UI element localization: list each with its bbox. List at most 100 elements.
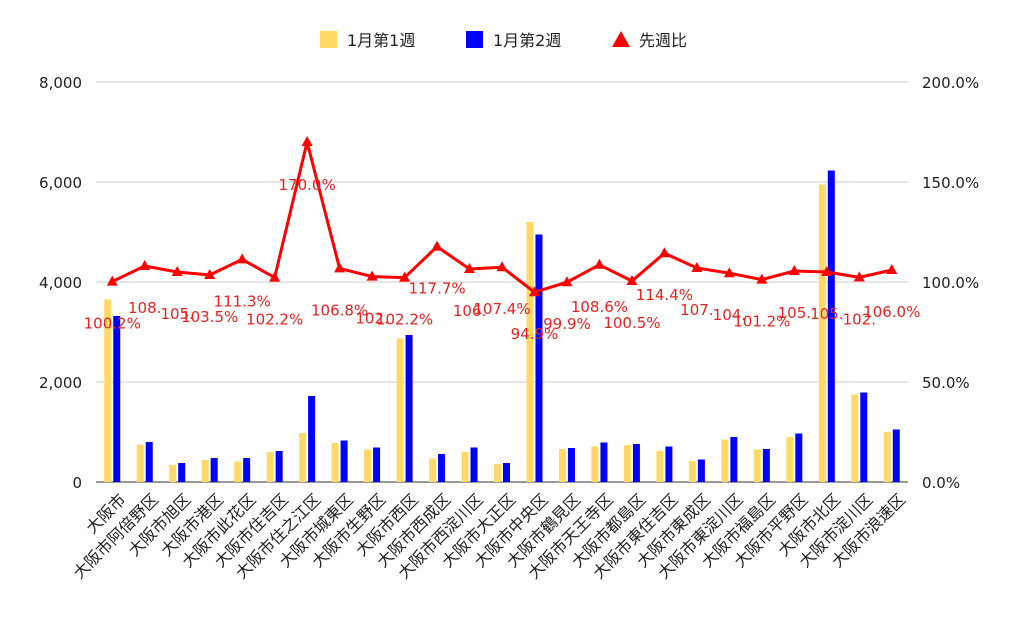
legend-marker bbox=[612, 31, 630, 47]
ratio-data-label: 103.5% bbox=[181, 308, 238, 326]
bar-week2 bbox=[697, 459, 705, 482]
ratio-data-label: 102. bbox=[843, 310, 876, 328]
ratio-marker bbox=[236, 253, 248, 264]
bar-week1 bbox=[266, 452, 274, 482]
bar-week2 bbox=[308, 396, 316, 482]
ratio-marker bbox=[204, 269, 216, 279]
bar-week2 bbox=[373, 447, 381, 482]
bar-week2 bbox=[503, 463, 510, 482]
bar-week2 bbox=[762, 449, 770, 482]
bar-week2 bbox=[275, 451, 283, 482]
gridlines bbox=[96, 81, 908, 483]
y-left-tick: 4,000 bbox=[39, 274, 82, 292]
bar-week2 bbox=[827, 170, 835, 482]
ratio-marker bbox=[301, 136, 313, 146]
ratio-marker bbox=[593, 258, 605, 269]
bar-week1 bbox=[461, 452, 469, 482]
bar-week2 bbox=[113, 316, 121, 482]
left-axis-ticks: 0 2,000 4,000 6,000 8,000 bbox=[39, 74, 82, 492]
bar-week2 bbox=[665, 446, 673, 482]
ratio-data-label: 102.2% bbox=[376, 311, 433, 329]
ratio-marker bbox=[821, 266, 833, 276]
legend: 1月第1週 1月第2週 先週比 bbox=[320, 31, 687, 50]
bar-week1 bbox=[851, 394, 859, 482]
bar-week1 bbox=[883, 432, 891, 482]
bar-week1 bbox=[104, 299, 112, 482]
ratio-data-label: 105. bbox=[778, 304, 811, 322]
ratio-data-label: 106.8% bbox=[311, 301, 368, 319]
bar-week2 bbox=[892, 429, 900, 482]
ratio-marker bbox=[496, 261, 508, 272]
bar-week2 bbox=[405, 335, 413, 482]
ratio-data-label: 114.4% bbox=[636, 286, 693, 304]
y-right-tick: 0.0% bbox=[922, 474, 960, 492]
ratio-marker bbox=[334, 262, 346, 273]
ratio-marker bbox=[886, 264, 898, 274]
ratio-data-label: 108. bbox=[128, 299, 161, 317]
ratio-marker bbox=[399, 271, 411, 282]
bar-week1 bbox=[136, 444, 144, 482]
bar-week2 bbox=[340, 440, 348, 482]
ratio-marker bbox=[528, 286, 540, 297]
ratio-data-label: 108.6% bbox=[571, 298, 628, 316]
bar-week1 bbox=[331, 443, 339, 482]
bars bbox=[104, 170, 900, 482]
ratio-marker bbox=[626, 275, 638, 285]
category-labels: 大阪市大阪市阿倍野区大阪市旭区大阪市港区大阪市此花区大阪市住吉区大阪市住之江区大… bbox=[69, 490, 909, 583]
bar-week1 bbox=[494, 464, 501, 482]
ratio-marker bbox=[431, 240, 443, 251]
y-left-tick: 6,000 bbox=[39, 174, 82, 192]
y-right-tick: 150.0% bbox=[922, 174, 979, 192]
ratio-marker bbox=[366, 270, 378, 281]
ratio-data-label: 99.9% bbox=[543, 315, 591, 333]
bar-week1 bbox=[753, 449, 761, 482]
bar-week2 bbox=[567, 448, 575, 482]
bar-week1 bbox=[396, 338, 404, 482]
ratio-marker bbox=[658, 247, 670, 258]
bar-week1 bbox=[526, 222, 534, 482]
bar-week2 bbox=[600, 442, 608, 482]
bar-week2 bbox=[145, 442, 153, 482]
legend-swatch bbox=[466, 31, 483, 48]
ratio-data-label: 106.0% bbox=[863, 303, 920, 321]
ratio-data-label: 102.2% bbox=[246, 311, 303, 329]
bar-week1 bbox=[201, 460, 209, 482]
bar-week2 bbox=[243, 458, 251, 482]
ratio-marker bbox=[853, 271, 865, 282]
ratio-data-label: 117.7% bbox=[408, 280, 465, 298]
bar-week1 bbox=[169, 465, 177, 482]
bar-week2 bbox=[210, 458, 218, 482]
bar-week1 bbox=[688, 461, 696, 482]
ratio-marker bbox=[788, 265, 800, 275]
bar-week1 bbox=[234, 461, 242, 482]
ratio-data-label: 102. bbox=[355, 310, 388, 328]
ratio-data-label: 94.9% bbox=[511, 325, 559, 343]
bar-week2 bbox=[860, 392, 868, 482]
ratio-labels: 100.2%108. 105.103.5%111.3%102.2%170.0%10… bbox=[84, 176, 921, 343]
bar-week2 bbox=[632, 444, 640, 482]
ratio-marker bbox=[269, 271, 281, 282]
ratio-data-label: 107.4% bbox=[473, 300, 530, 318]
ratio-marker bbox=[171, 266, 183, 276]
bar-week1 bbox=[558, 449, 566, 482]
bar-week1 bbox=[818, 184, 826, 482]
y-right-tick: 100.0% bbox=[922, 274, 979, 292]
ratio-data-label: 101.2% bbox=[733, 313, 790, 331]
bar-week1 bbox=[721, 439, 729, 482]
ratio-data-label: 104. bbox=[713, 306, 746, 324]
ratio-data-label: 105. bbox=[810, 305, 843, 323]
ratio-marker bbox=[139, 260, 151, 270]
bar-week2 bbox=[438, 454, 446, 482]
y-right-tick: 200.0% bbox=[922, 74, 979, 92]
bar-week1 bbox=[786, 437, 794, 482]
right-axis-ticks: 0.0% 50.0% 100.0% 150.0% 200.0% bbox=[922, 74, 979, 492]
bar-week2 bbox=[535, 234, 543, 482]
ratio-marker bbox=[561, 276, 573, 287]
ratio-marker bbox=[691, 262, 703, 272]
legend-label: 1月第1週 bbox=[347, 31, 415, 50]
bar-week1 bbox=[364, 449, 372, 482]
ratio-marker bbox=[106, 275, 118, 286]
ratio-data-label: 100.5% bbox=[603, 314, 660, 332]
